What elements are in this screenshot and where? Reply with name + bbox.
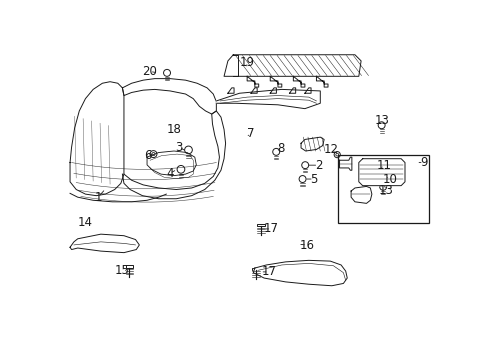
Text: 7: 7 (246, 127, 254, 140)
Text: 9: 9 (419, 156, 427, 169)
Text: 14: 14 (77, 216, 92, 229)
Text: 4: 4 (165, 167, 173, 180)
Polygon shape (70, 234, 139, 253)
Text: 15: 15 (115, 264, 130, 277)
Text: 10: 10 (382, 172, 397, 185)
Text: 8: 8 (277, 142, 284, 155)
Bar (257, 224, 264, 226)
Text: 12: 12 (324, 143, 338, 157)
Text: 20: 20 (142, 65, 157, 78)
Text: 13: 13 (378, 184, 393, 197)
Polygon shape (301, 137, 324, 151)
Text: 16: 16 (299, 239, 314, 252)
Polygon shape (358, 159, 404, 186)
Bar (125, 265, 133, 268)
Polygon shape (224, 55, 360, 76)
Text: 1: 1 (94, 190, 102, 203)
Bar (337, 155, 428, 222)
Text: 17: 17 (264, 222, 278, 235)
Bar (251, 267, 259, 270)
Polygon shape (350, 186, 371, 203)
Text: 3: 3 (175, 141, 183, 154)
Polygon shape (216, 89, 320, 109)
Text: 6: 6 (144, 149, 152, 162)
Polygon shape (253, 260, 346, 286)
Text: 5: 5 (309, 172, 317, 185)
Text: 18: 18 (167, 123, 182, 136)
Text: 17: 17 (261, 265, 276, 278)
Text: 11: 11 (376, 159, 391, 172)
Text: 2: 2 (314, 159, 322, 172)
Text: 13: 13 (373, 114, 388, 127)
Text: 19: 19 (239, 55, 254, 68)
